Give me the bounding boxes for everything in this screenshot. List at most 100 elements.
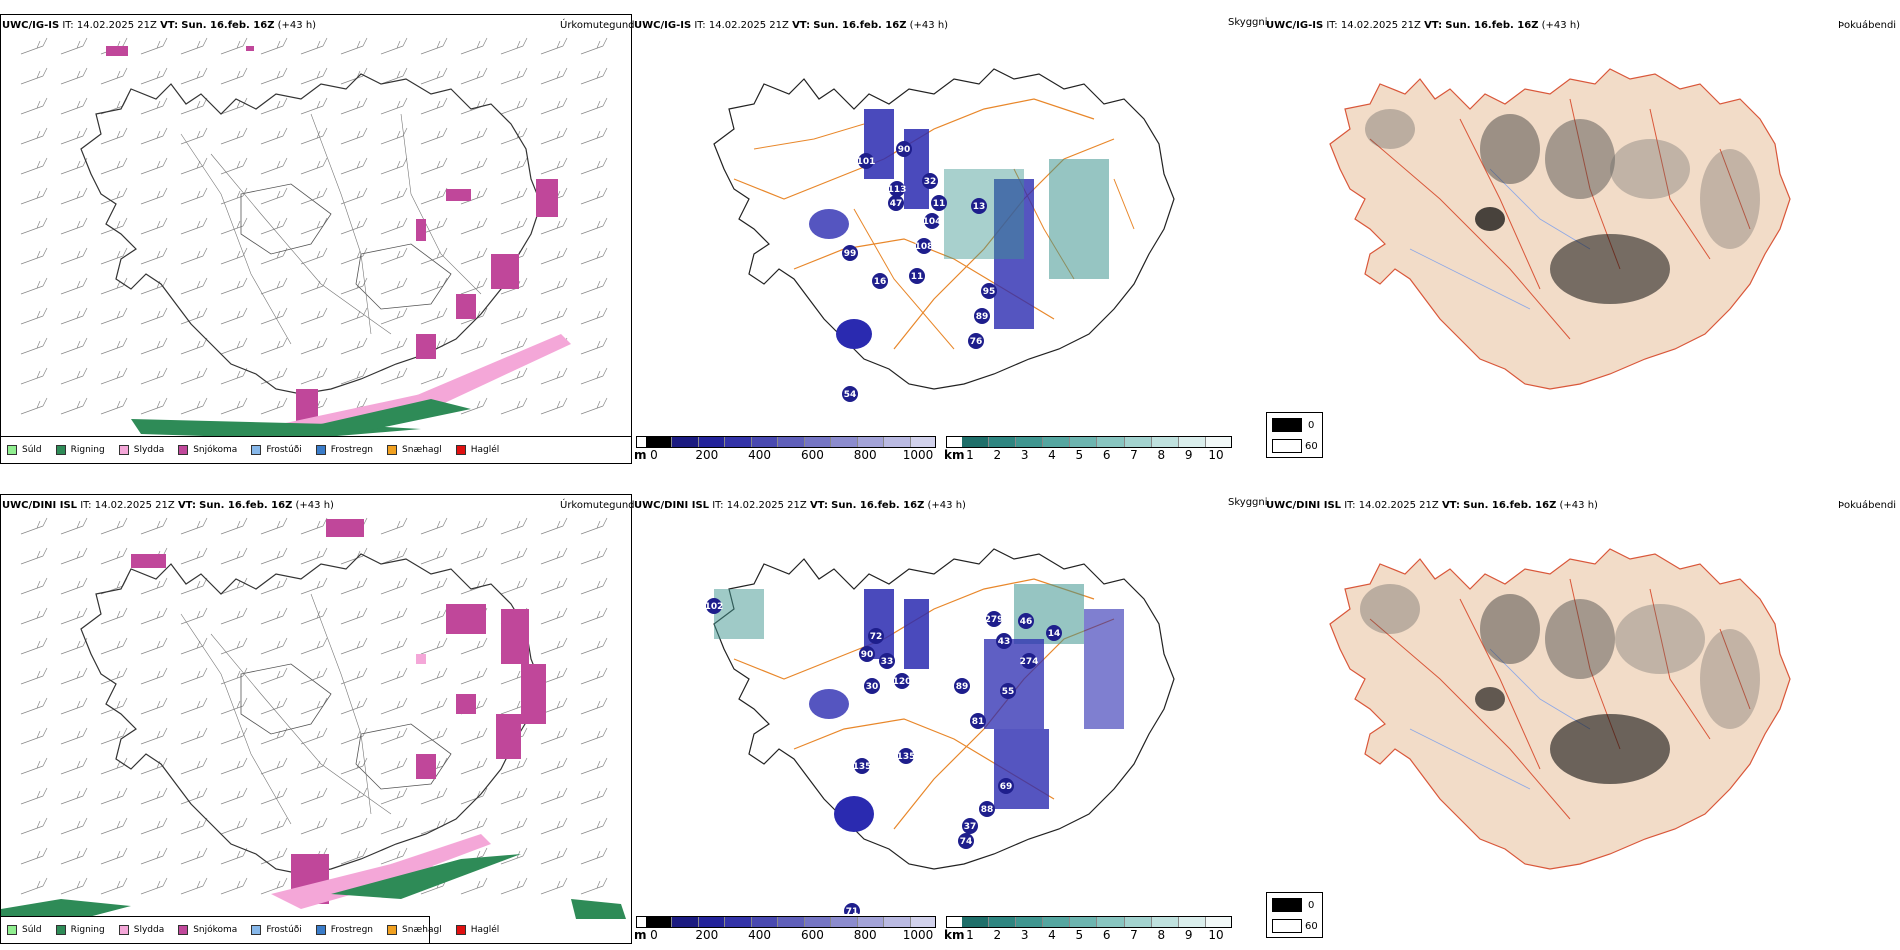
- wind-barb: [340, 727, 368, 745]
- wind-barb: [460, 817, 488, 835]
- wind-barb: [420, 667, 448, 685]
- colorbar-segment-2: [1016, 437, 1044, 447]
- colorbar-tick: 2: [993, 928, 1002, 942]
- legend-label: Slydda: [133, 445, 165, 455]
- wind-barb: [500, 757, 528, 775]
- wind-barb: [20, 607, 48, 625]
- colorbar-segment-4: [1070, 917, 1098, 927]
- legend-swatch: [251, 445, 262, 455]
- legend-swatch: [251, 925, 262, 935]
- wind-barb: [180, 217, 208, 235]
- visibility-label: 101: [857, 157, 876, 167]
- wind-barb: [340, 307, 368, 325]
- wind-barb: [20, 247, 48, 265]
- wind-barb: [500, 367, 528, 385]
- wind-barb: [420, 577, 448, 595]
- wind-barb: [180, 517, 208, 535]
- visibility-marker: [962, 818, 978, 834]
- wind-barb: [420, 367, 448, 385]
- wind-barb: [20, 37, 48, 55]
- legend-item-1: Rigning: [55, 925, 105, 935]
- wind-barb: [100, 547, 128, 565]
- wind-barb: [140, 397, 168, 415]
- wind-barb: [60, 547, 88, 565]
- colorbar-segment-5: [778, 437, 805, 447]
- visibility-marker: [970, 713, 986, 729]
- visibility-label: 81: [972, 717, 985, 727]
- legend-swatch: [55, 445, 66, 455]
- wind-barb: [460, 277, 488, 295]
- wind-barb: [580, 187, 608, 205]
- legend-item-2: Slydda: [118, 925, 165, 935]
- wind-barb: [20, 367, 48, 385]
- visibility-label: 13: [973, 202, 986, 212]
- visibility-marker: [996, 633, 1012, 649]
- wind-barb: [300, 247, 328, 265]
- wind-barb: [300, 67, 328, 85]
- wind-barb: [420, 787, 448, 805]
- colorbar-tick: 1: [966, 928, 974, 942]
- fog-swatch-60: [1272, 919, 1302, 933]
- wind-barb: [420, 547, 448, 565]
- vt-label: VT:: [809, 500, 828, 511]
- wind-barb: [460, 37, 488, 55]
- it-label: IT:: [1326, 20, 1338, 31]
- wind-barb: [580, 277, 608, 295]
- visibility-marker: [974, 308, 990, 324]
- legend-label: Slydda: [133, 925, 165, 935]
- legend-label: Haglél: [470, 445, 500, 455]
- wind-barb: [380, 157, 408, 175]
- visibility-label: 16: [874, 277, 887, 287]
- precip-map: [1, 517, 626, 919]
- wind-barb: [140, 757, 168, 775]
- wind-barb: [340, 787, 368, 805]
- visibility-label: 90: [898, 145, 911, 155]
- wind-barb: [20, 727, 48, 745]
- wind-barb: [340, 157, 368, 175]
- wind-barb: [380, 637, 408, 655]
- visibility-label: 32: [924, 177, 937, 187]
- wind-barb: [460, 337, 488, 355]
- wind-barb: [180, 97, 208, 115]
- wind-barb: [540, 97, 568, 115]
- row-1: UWC/IG-IS IT: 14.02.2025 21Z VT: Sun. 16…: [0, 12, 1900, 467]
- wind-barb: [580, 787, 608, 805]
- fog-swatch-0: [1272, 898, 1302, 912]
- colorbar-tick: 7: [1130, 928, 1138, 942]
- ceiling-unit: m: [634, 928, 647, 942]
- wind-barb: [100, 187, 128, 205]
- wind-barb: [260, 637, 288, 655]
- visibility-marker: [844, 903, 860, 914]
- colorbar-segment-3: [725, 917, 752, 927]
- vt-label: VT:: [160, 20, 179, 31]
- legend-item-7: Haglél: [455, 925, 499, 935]
- colorbar-segment-10: [910, 917, 936, 927]
- colorbar-segment-5: [778, 917, 805, 927]
- legend-label: Snæhagl: [402, 445, 442, 455]
- legend-item-4: Frostúði: [251, 445, 302, 455]
- legend-label: Súld: [22, 925, 42, 935]
- visibility-label: 33: [881, 657, 894, 667]
- wind-barb: [60, 367, 88, 385]
- wind-barb: [60, 307, 88, 325]
- wind-barb: [540, 37, 568, 55]
- wind-barb: [540, 307, 568, 325]
- colorbar-tick: 1000: [902, 448, 934, 462]
- wind-barb: [60, 97, 88, 115]
- wind-barb: [580, 67, 608, 85]
- wind-barb: [220, 187, 248, 205]
- wind-barb: [540, 847, 568, 865]
- visibility-unit: km: [944, 448, 965, 462]
- wind-barb: [140, 97, 168, 115]
- wind-barb: [500, 97, 528, 115]
- wind-barb: [100, 517, 128, 535]
- visibility-label: 43: [998, 637, 1011, 647]
- colorbar-segment-7: [831, 437, 858, 447]
- wind-barb: [340, 97, 368, 115]
- wind-barb: [220, 577, 248, 595]
- visibility-label: 99: [844, 249, 857, 259]
- wind-barb: [100, 247, 128, 265]
- wind-barb: [580, 877, 608, 895]
- colorbar-tick: 0: [650, 448, 658, 462]
- wind-barb: [60, 157, 88, 175]
